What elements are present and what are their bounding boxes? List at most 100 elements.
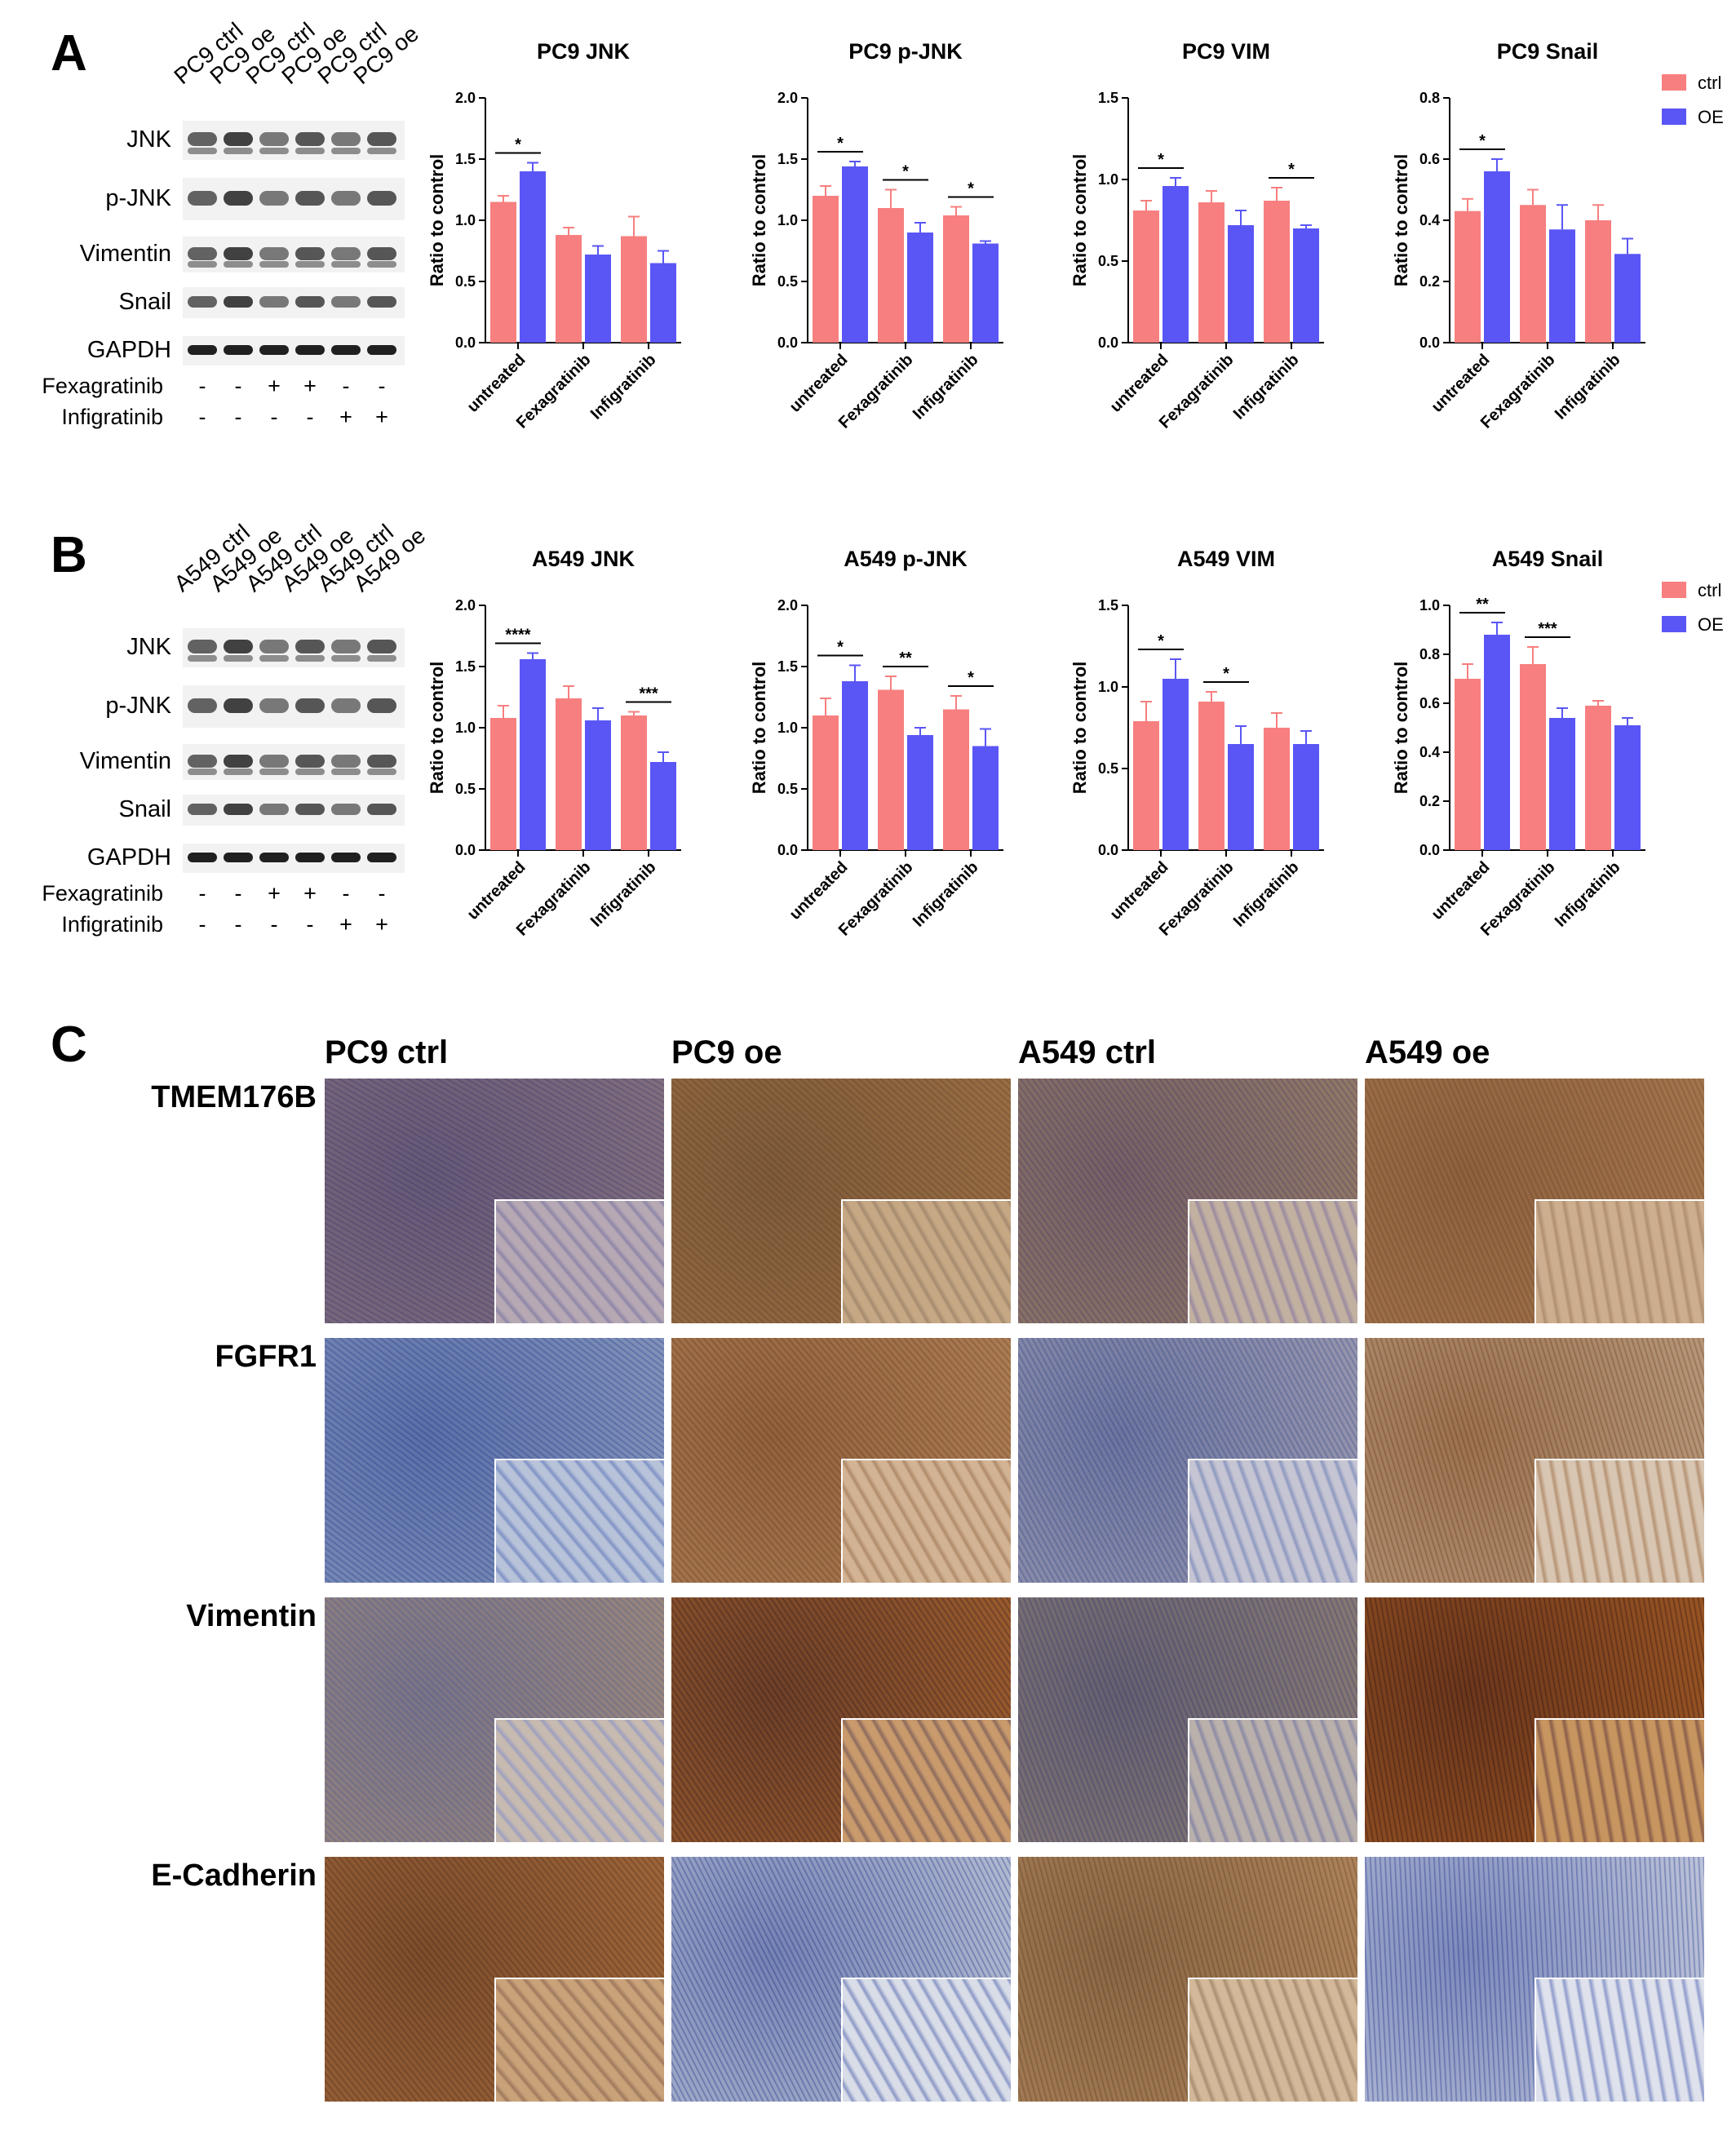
treatment-sign: + [303, 881, 317, 906]
chart-title: PC9 JNK [537, 39, 631, 64]
bar-chart: A549 VIM Ratio to control 0.0 0.5 1.0 1.5 untr… [1070, 547, 1324, 940]
bar-ctrl [943, 709, 969, 850]
blot-band [367, 147, 396, 155]
blot-band [295, 852, 325, 863]
y-tick-label: 0.8 [1419, 90, 1440, 106]
treatment-sign: + [375, 405, 388, 429]
bar-ctrl [556, 235, 582, 343]
blot-band [331, 132, 361, 147]
x-tick-label: Infigratinib [1552, 858, 1624, 931]
significance-label: * [1223, 665, 1229, 683]
blot-band [188, 190, 217, 206]
significance-label: ** [899, 649, 912, 667]
bar-ctrl [556, 698, 582, 850]
ihc-micrograph [1365, 1338, 1704, 1583]
blot-band [188, 804, 217, 815]
ihc-micrograph [671, 1079, 1011, 1323]
blot-row-label: Vimentin [79, 241, 171, 267]
y-tick-label: 0.5 [777, 273, 798, 290]
legend-label: OE [1698, 614, 1724, 635]
bar-oe [585, 720, 611, 850]
treatment-sign: - [234, 912, 242, 937]
treatment-sign: - [234, 405, 242, 429]
y-tick-label: 0.4 [1419, 744, 1440, 760]
bar-oe [650, 762, 676, 850]
blot-band [259, 260, 289, 268]
y-axis-label: Ratio to control [1070, 662, 1090, 795]
ihc-column-title: A549 oe [1365, 1034, 1490, 1070]
legend-label: ctrl [1698, 580, 1721, 600]
ihc-zoom-inset [1534, 1199, 1704, 1323]
x-tick-label: untreated [1428, 351, 1494, 416]
y-tick-label: 0.0 [1098, 334, 1118, 351]
bar-ctrl [1198, 202, 1224, 343]
blot-band [367, 852, 396, 863]
bar-oe [1484, 635, 1510, 850]
ihc-micrograph [325, 1597, 664, 1842]
bar-oe [1228, 225, 1254, 343]
blot-band [331, 147, 361, 155]
ihc-zoom-inset [841, 1199, 1011, 1323]
blot-band [259, 247, 289, 260]
ihc-micrograph [1365, 1079, 1704, 1323]
blot-band [224, 755, 253, 768]
ihc-micrograph [1018, 1597, 1357, 1842]
treatment-sign: - [234, 881, 242, 906]
ihc-zoom-inset [841, 1459, 1011, 1583]
bar-oe [1549, 718, 1575, 850]
ihc-zoom-inset [1534, 1459, 1704, 1583]
bar-chart: PC9 VIM Ratio to control 0.0 0.5 1.0 1.5 untre… [1070, 39, 1324, 432]
ihc-column-title: A549 ctrl [1018, 1034, 1156, 1070]
bar-oe [1614, 725, 1641, 850]
x-tick-label: Infigratinib [1230, 858, 1303, 931]
blot-band [188, 755, 217, 768]
blot-band [224, 640, 253, 654]
blot-band [367, 804, 396, 815]
blot-band [367, 698, 396, 713]
x-tick-label: untreated [464, 351, 529, 416]
blot-band [367, 755, 396, 768]
legend-label: OE [1698, 107, 1724, 127]
bar-ctrl [621, 715, 647, 850]
bar-ctrl [1520, 205, 1546, 343]
ihc-micrograph [1365, 1857, 1704, 2102]
y-tick-label: 1.0 [1419, 597, 1440, 614]
bar-oe [972, 746, 999, 850]
significance-label: * [837, 135, 844, 153]
significance-label: * [1479, 132, 1486, 150]
x-tick-label: untreated [464, 858, 529, 924]
ihc-micrograph [671, 1597, 1011, 1842]
chart-title: A549 Snail [1492, 547, 1604, 571]
y-tick-label: 0.6 [1419, 695, 1440, 711]
x-tick-label: untreated [1107, 858, 1172, 924]
significance-label: *** [639, 685, 658, 703]
y-tick-label: 1.0 [455, 720, 476, 736]
y-tick-label: 1.0 [777, 720, 798, 736]
blot-band [188, 132, 217, 147]
blot-band [331, 247, 361, 260]
x-tick-label: untreated [786, 858, 852, 924]
bar-oe [907, 735, 933, 850]
ihc-row-title: E-Cadherin [151, 1858, 317, 1893]
bar-ctrl [1264, 728, 1290, 850]
treatment-sign: + [268, 374, 281, 398]
blot-band [295, 698, 325, 713]
bar-ctrl [1264, 201, 1290, 343]
x-tick-label: Infigratinib [1230, 351, 1303, 423]
blot-band [331, 698, 361, 713]
blot-band [259, 804, 289, 815]
ihc-zoom-inset [494, 1199, 664, 1323]
treatment-sign: - [378, 881, 386, 906]
ihc-micrograph [325, 1079, 664, 1323]
blot-band [259, 768, 289, 775]
y-axis-label: Ratio to control [1391, 154, 1411, 287]
blot-band [295, 132, 325, 147]
blot-row-label: JNK [126, 634, 171, 660]
bar-oe [1549, 229, 1575, 343]
y-tick-label: 1.0 [455, 212, 476, 228]
x-tick-label: Infigratinib [1552, 351, 1624, 423]
y-tick-label: 2.0 [455, 597, 476, 614]
bar-ctrl [490, 202, 516, 343]
y-tick-label: 1.5 [1098, 597, 1118, 614]
treatment-sign: - [270, 405, 278, 429]
